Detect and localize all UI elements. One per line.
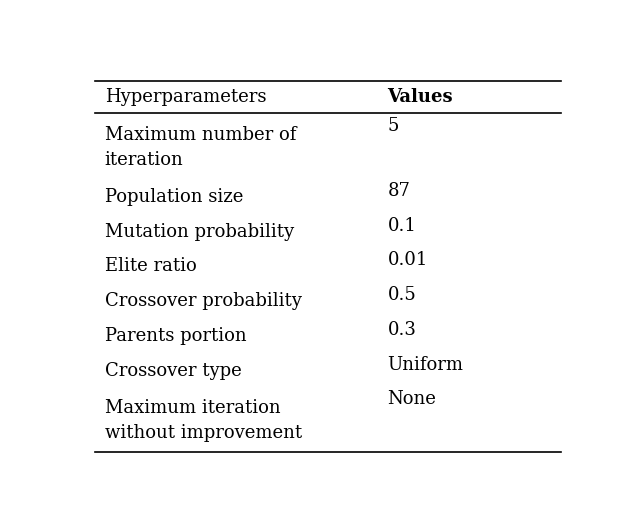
Text: 87: 87 bbox=[388, 182, 410, 200]
Text: Crossover type: Crossover type bbox=[105, 362, 241, 379]
Text: Maximum iteration
without improvement: Maximum iteration without improvement bbox=[105, 399, 302, 442]
Text: Uniform: Uniform bbox=[388, 356, 463, 374]
Text: 5: 5 bbox=[388, 117, 399, 135]
Text: Population size: Population size bbox=[105, 188, 243, 206]
Text: 0.01: 0.01 bbox=[388, 252, 428, 269]
Text: Hyperparameters: Hyperparameters bbox=[105, 88, 266, 106]
Text: Values: Values bbox=[388, 88, 453, 106]
Text: Maximum number of
iteration: Maximum number of iteration bbox=[105, 126, 296, 169]
Text: Elite ratio: Elite ratio bbox=[105, 257, 196, 276]
Text: Mutation probability: Mutation probability bbox=[105, 223, 294, 241]
Text: 0.5: 0.5 bbox=[388, 286, 416, 304]
Text: Crossover probability: Crossover probability bbox=[105, 292, 301, 310]
Text: 0.1: 0.1 bbox=[388, 217, 417, 235]
Text: None: None bbox=[388, 390, 436, 408]
Text: Parents portion: Parents portion bbox=[105, 327, 246, 345]
Text: 0.3: 0.3 bbox=[388, 321, 417, 339]
